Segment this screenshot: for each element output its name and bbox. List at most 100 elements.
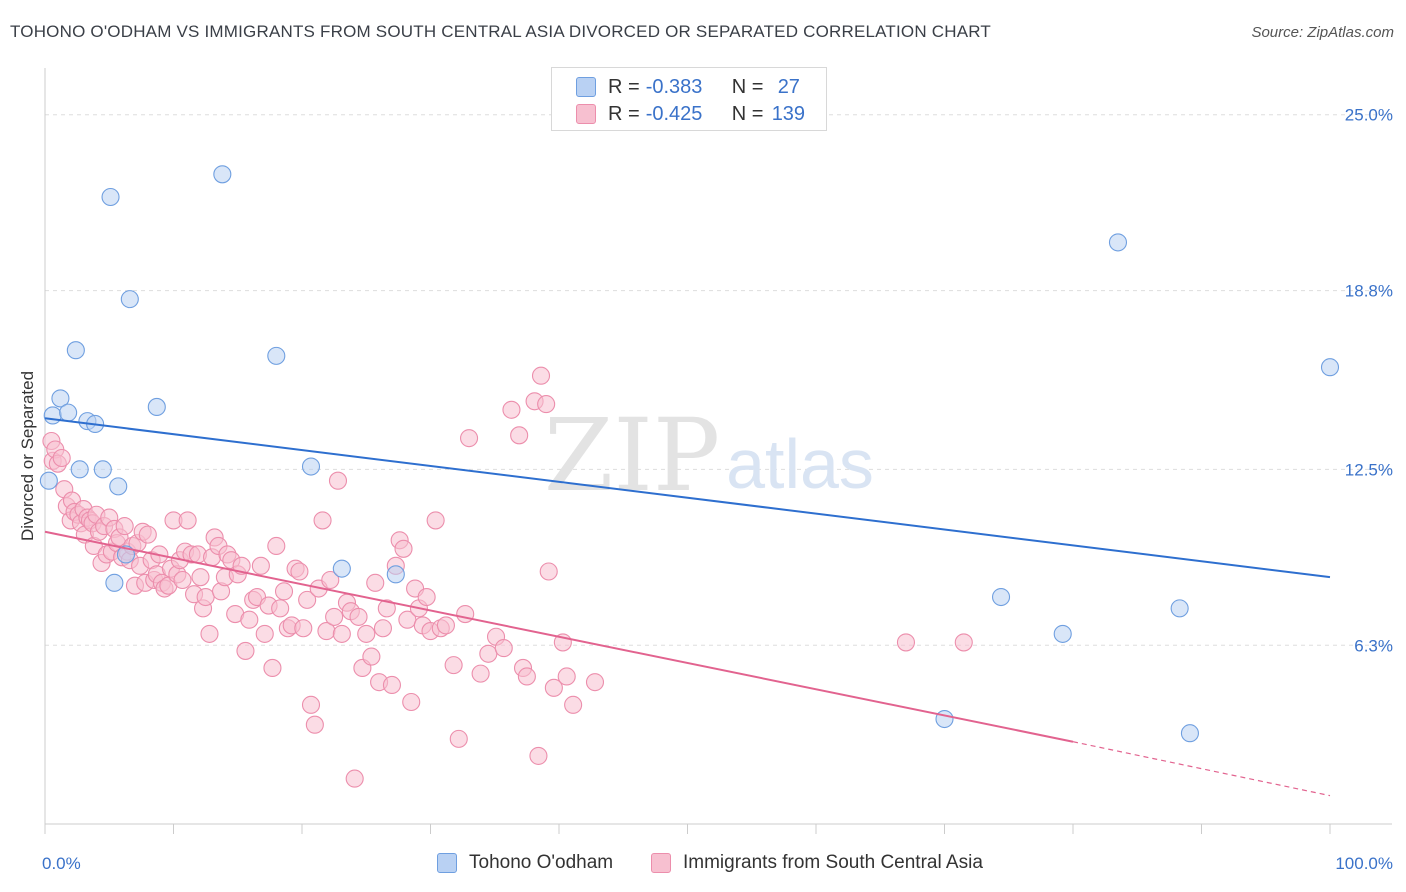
pink-data-point <box>301 695 321 714</box>
trend-lines <box>44 417 1331 797</box>
bottom-legend-item-pink: Immigrants from South Central Asia <box>651 852 983 874</box>
blue-data-point <box>101 187 120 207</box>
legend-row-blue: R = -0.383 N = 27 <box>576 75 800 99</box>
pink-data-point <box>517 667 536 686</box>
y-axis-label: Divorced or Separated <box>18 370 37 542</box>
legend-swatch-pink <box>576 104 596 124</box>
legend-r-value: -0.425 <box>645 102 703 125</box>
pink-data-point <box>138 525 157 544</box>
pink-data-point <box>251 556 270 575</box>
pink-data-point <box>362 647 381 666</box>
pink-data-point <box>426 511 445 530</box>
pink-data-point <box>954 633 973 652</box>
pink-data-point <box>539 562 558 581</box>
blue-data-point <box>70 460 89 479</box>
blue-data-point <box>1108 233 1128 252</box>
pink-data-point <box>255 624 274 643</box>
pink-data-point <box>402 692 421 712</box>
pink-data-point <box>564 695 583 714</box>
blue-data-point <box>213 165 232 184</box>
legend-r-value: -0.383 <box>645 75 703 98</box>
bottom-legend-swatch-pink <box>651 853 671 873</box>
bottom-legend: Tohono O'odham Immigrants from South Cen… <box>0 852 1406 876</box>
pink-data-point <box>557 667 576 686</box>
blue-data-point <box>301 457 321 476</box>
pink-data-point <box>267 536 286 556</box>
blue-data-point <box>120 290 139 309</box>
legend-n-value: 27 <box>777 75 800 98</box>
pink-data-point <box>373 619 393 638</box>
blue-data-point <box>1320 358 1340 377</box>
pink-data-point <box>191 568 210 587</box>
pink-data-point <box>449 729 468 748</box>
x-tick-label: 0.0% <box>42 854 81 873</box>
pink-data-point <box>290 562 309 581</box>
blue-data-point <box>1053 624 1072 643</box>
pink-data-point <box>366 573 385 592</box>
pink-data-point <box>196 587 215 607</box>
pink-data-point <box>325 607 344 626</box>
pink-data-point <box>377 599 396 618</box>
pink-trend-extension <box>1072 741 1331 797</box>
x-tick-label: 100.0% <box>1335 854 1393 873</box>
blue-data-point <box>39 471 58 490</box>
pink-data-point <box>531 366 551 385</box>
pink-data-point <box>459 429 479 448</box>
pink-data-point <box>444 656 463 675</box>
pink-data-point <box>240 610 259 629</box>
blue-trend-line <box>44 417 1331 579</box>
blue-data-point <box>116 545 136 564</box>
y-tick-label: 25.0% <box>1345 106 1393 125</box>
pink-data-point <box>382 675 402 695</box>
grid-lines <box>45 114 1392 646</box>
blue-data-point <box>267 346 286 365</box>
watermark-atlas: atlas <box>726 425 874 503</box>
pink-data-point <box>263 658 282 678</box>
blue-data-point <box>93 460 112 479</box>
bottom-legend-label: Immigrants from South Central Asia <box>683 852 983 873</box>
pink-data-point <box>349 607 368 626</box>
pink-data-point <box>178 511 197 530</box>
pink-data-point <box>274 582 294 601</box>
pink-data-point <box>436 616 455 635</box>
y-tick-label: 6.3% <box>1354 636 1393 655</box>
pink-data-point <box>394 539 413 558</box>
pink-data-point <box>537 395 556 414</box>
pink-data-point <box>294 619 313 638</box>
legend-n-label: N = <box>731 102 764 125</box>
pink-points-group <box>42 366 973 788</box>
blue-data-point <box>109 477 128 496</box>
pink-data-point <box>313 511 332 530</box>
pink-data-point <box>305 715 324 734</box>
pink-data-point <box>479 644 498 663</box>
pink-data-point <box>544 678 563 697</box>
legend-row-pink: R = -0.425 N = 139 <box>576 102 805 126</box>
blue-data-point <box>51 389 70 408</box>
chart-title: TOHONO O'ODHAM VS IMMIGRANTS FROM SOUTH … <box>10 22 991 41</box>
bottom-legend-item-blue: Tohono O'odham <box>437 852 613 874</box>
legend-n-label: N = <box>731 75 764 98</box>
blue-data-point <box>105 573 124 592</box>
blue-data-point <box>59 403 78 422</box>
watermark-zip: ZIP <box>544 397 720 514</box>
blue-data-point <box>43 406 62 425</box>
source-label: Source: ZipAtlas.com <box>1251 24 1394 41</box>
pink-data-point <box>510 426 529 445</box>
blue-points-group <box>39 165 1340 743</box>
pink-data-point <box>896 633 916 652</box>
bottom-legend-swatch-blue <box>437 853 457 873</box>
pink-data-point <box>529 746 548 765</box>
pink-data-point <box>585 673 605 692</box>
legend-n-value: 139 <box>771 102 806 125</box>
pink-data-point <box>494 639 513 658</box>
pink-data-point <box>502 400 521 419</box>
pink-data-point <box>471 664 490 683</box>
pink-data-point <box>328 471 348 490</box>
blue-data-point <box>66 341 85 360</box>
legend-swatch-blue <box>576 77 596 97</box>
legend: R = -0.383 N = 27 R = -0.425 N = 139 <box>551 67 827 131</box>
pink-data-point <box>357 624 376 643</box>
tick-labels: 6.3% 12.5% 18.8% 25.0% 0.0% 100.0% <box>42 106 1393 873</box>
pink-data-point <box>200 624 219 643</box>
